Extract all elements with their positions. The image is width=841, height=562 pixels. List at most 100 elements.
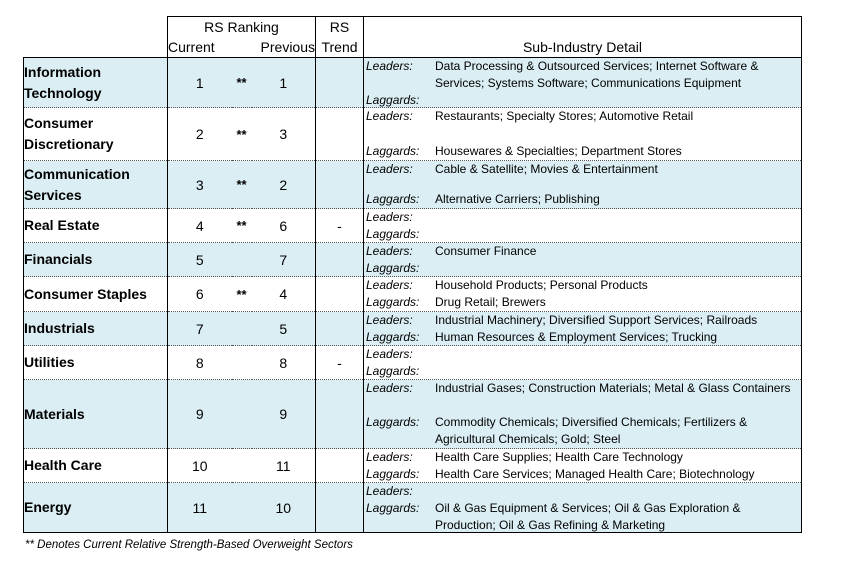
- laggards-line: Laggards:: [364, 226, 801, 243]
- leaders-label: Leaders:: [366, 59, 413, 73]
- sector-name: Real Estate: [23, 208, 168, 243]
- rs-trend: -: [315, 345, 364, 380]
- current-rank: 1: [167, 57, 232, 108]
- rs-trend: [315, 482, 364, 533]
- sub-industry-detail: Leaders: Restaurants; Specialty Stores; A…: [363, 107, 802, 161]
- leaders-line: Leaders: Data Processing & Outsourced Ser…: [364, 58, 801, 92]
- laggards-text: Human Resources & Employment Services; T…: [435, 330, 718, 344]
- laggards-label: Laggards:: [366, 93, 420, 107]
- current-rank: 8: [167, 345, 232, 380]
- table-row: Utilities 8 8- Leaders: Laggards:: [23, 345, 802, 380]
- rs-trend: [315, 276, 364, 312]
- leaders-text: Health Care Supplies; Health Care Techno…: [435, 450, 683, 464]
- laggards-line: Laggards: Oil & Gas Equipment & Services;…: [364, 500, 801, 534]
- sector-name: Materials: [23, 379, 168, 449]
- leaders-line: Leaders: Industrial Gases; Construction M…: [364, 380, 801, 397]
- table-row: Materials 9 9 Leaders: Industrial Gases; Con…: [23, 379, 802, 449]
- current-rank: 5: [167, 242, 232, 277]
- leaders-label: Leaders:: [366, 347, 413, 361]
- sub-industry-detail: Leaders: Cable & Satellite; Movies & Ente…: [363, 160, 802, 209]
- leaders-text: [435, 209, 801, 226]
- leaders-label: Leaders:: [366, 484, 413, 498]
- overweight-marker: **: [231, 276, 252, 312]
- table-row: Health Care 10 11 Leaders: Health Care Suppl…: [23, 448, 802, 483]
- previous-rank: 4: [251, 276, 316, 312]
- table-row: Communication Services 3 ** 2 Leaders: Cable …: [23, 160, 802, 209]
- leaders-text: Industrial Gases; Construction Materials…: [435, 381, 791, 395]
- rs-trend: [315, 160, 364, 209]
- overweight-marker: **: [231, 160, 252, 209]
- leaders-text: Household Products; Personal Products: [435, 278, 648, 292]
- previous-rank: 7: [251, 242, 316, 277]
- sector-name: Consumer Staples: [23, 276, 168, 312]
- laggards-label: Laggards:: [366, 501, 420, 515]
- leaders-line: Leaders: Cable & Satellite; Movies & Ente…: [364, 161, 801, 178]
- laggards-label: Laggards:: [366, 415, 420, 429]
- leaders-line: Leaders: Restaurants; Specialty Stores; A…: [364, 108, 801, 125]
- rs-trend: [315, 57, 364, 108]
- leaders-text: [435, 346, 801, 363]
- current-header: Current: [167, 37, 252, 58]
- sub-industry-detail: Leaders: Data Processing & Outsourced Ser…: [363, 57, 802, 109]
- rs-ranking-header: RS Ranking: [167, 16, 316, 37]
- table-row: Energy 11 10 Leaders: Laggards: Oil & Gas Equ…: [23, 482, 802, 534]
- laggards-line: Laggards:: [364, 363, 801, 380]
- sub-industry-detail: Leaders: Laggards:: [363, 345, 802, 380]
- laggards-line: Laggards:: [364, 260, 801, 277]
- sub-industry-header: Sub-Industry Detail: [363, 37, 802, 58]
- laggards-line: Laggards:: [364, 92, 801, 109]
- rs-trend: [315, 107, 364, 161]
- laggards-text: [435, 226, 801, 243]
- sub-industry-detail: Leaders: Laggards:: [363, 208, 802, 243]
- leaders-text: Cable & Satellite; Movies & Entertainmen…: [435, 162, 658, 176]
- sub-industry-detail: Leaders: Industrial Gases; Construction M…: [363, 379, 802, 449]
- footnote: ** Denotes Current Relative Strength-Bas…: [25, 539, 353, 551]
- previous-rank: 11: [251, 448, 316, 483]
- leaders-text: Consumer Finance: [435, 244, 537, 258]
- previous-header: Previous: [251, 37, 316, 58]
- laggards-text: Drug Retail; Brewers: [435, 295, 546, 309]
- previous-rank: 10: [251, 482, 316, 533]
- sector-name: Information Technology: [23, 57, 168, 108]
- current-rank: 6: [167, 276, 232, 312]
- overweight-marker: [231, 242, 252, 277]
- overweight-marker: [231, 345, 252, 380]
- laggards-line: Laggards: Alternative Carriers; Publishin…: [364, 191, 801, 208]
- previous-rank: 9: [251, 379, 316, 449]
- leaders-line: Leaders: Consumer Finance: [364, 243, 801, 260]
- leaders-text: Industrial Machinery; Diversified Suppor…: [435, 313, 758, 327]
- laggards-label: Laggards:: [366, 144, 420, 158]
- previous-rank: 6: [251, 208, 316, 243]
- leaders-label: Leaders:: [366, 162, 413, 176]
- sector-rs-table: RS Ranking RS Current Previous Trend Sub…: [23, 16, 802, 533]
- overweight-marker: [231, 311, 252, 346]
- sector-name: Consumer Discretionary: [23, 107, 168, 161]
- laggards-label: Laggards:: [366, 364, 420, 378]
- leaders-label: Leaders:: [366, 450, 413, 464]
- leaders-line: Leaders:: [364, 209, 801, 226]
- leaders-line: Leaders:: [364, 483, 801, 500]
- leaders-label: Leaders:: [366, 210, 413, 224]
- laggards-text: Alternative Carriers; Publishing: [435, 192, 600, 206]
- sub-industry-detail: Leaders: Household Products; Personal Pro…: [363, 276, 802, 312]
- leaders-line: Leaders: Household Products; Personal Pro…: [364, 277, 801, 294]
- laggards-label: Laggards:: [366, 330, 420, 344]
- previous-rank: 5: [251, 311, 316, 346]
- laggards-line: Laggards: Human Resources & Employment Se…: [364, 329, 801, 346]
- leaders-label: Leaders:: [366, 278, 413, 292]
- laggards-line: Laggards: Drug Retail; Brewers: [364, 294, 801, 311]
- leaders-text: Restaurants; Specialty Stores; Automotiv…: [435, 109, 694, 123]
- overweight-marker: [231, 379, 252, 449]
- previous-rank: 1: [251, 57, 316, 108]
- rs-trend: -: [315, 208, 364, 243]
- current-rank: 4: [167, 208, 232, 243]
- leaders-label: Leaders:: [366, 313, 413, 327]
- laggards-label: Laggards:: [366, 467, 420, 481]
- laggards-text: [435, 363, 801, 380]
- leaders-label: Leaders:: [366, 244, 413, 258]
- rs-trend: [315, 379, 364, 449]
- laggards-text: Oil & Gas Equipment & Services; Oil & Ga…: [435, 501, 741, 532]
- laggards-label: Laggards:: [366, 227, 420, 241]
- sector-name: Financials: [23, 242, 168, 277]
- rs-trend: [315, 242, 364, 277]
